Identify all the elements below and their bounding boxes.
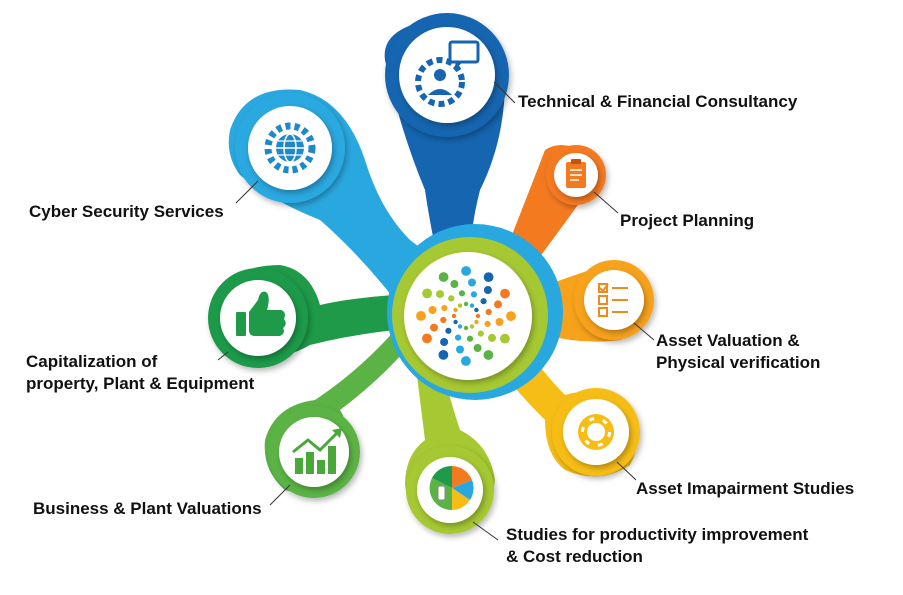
node-technical[interactable] <box>385 13 509 137</box>
checklist-icon <box>598 283 628 317</box>
leader-productivity <box>472 521 499 541</box>
label-valuation-line1: Asset Valuation & <box>656 331 800 350</box>
spiral-dot <box>438 350 449 360</box>
spiral-dot <box>422 288 432 299</box>
leader-cyber <box>235 180 259 204</box>
node-impairment[interactable] <box>552 388 640 476</box>
label-cyber: Cyber Security Services <box>29 202 224 221</box>
label-valuation-line2: Physical verification <box>656 353 821 372</box>
thumbs-up-icon <box>236 291 286 336</box>
label-valuation: Asset Valuation & Physical verification <box>656 330 820 374</box>
spiral-dot <box>463 325 469 331</box>
spiral-dot <box>458 290 466 297</box>
label-technical: Technical & Financial Consultancy <box>518 92 798 111</box>
spiral-dot <box>474 307 479 313</box>
spiral-dot <box>494 300 502 309</box>
node-productivity[interactable] <box>406 446 494 534</box>
spiral-dot <box>469 303 475 308</box>
spiral-dot <box>457 324 463 329</box>
spiral-dot <box>488 333 496 342</box>
clipboard-icon <box>566 159 586 188</box>
label-productivity-line2: & Cost reduction <box>506 547 643 566</box>
spiral-dot <box>456 345 464 354</box>
label-capitalization-line1: Capitalization of <box>26 352 158 371</box>
spiral-dot <box>453 319 458 325</box>
spiral-dot <box>453 307 458 313</box>
spiral-dot <box>436 290 444 299</box>
spiral-dot <box>461 266 471 276</box>
spiral-dot <box>422 333 432 344</box>
consultant-gear-chat-icon <box>415 40 480 107</box>
spiral-dot <box>448 295 455 302</box>
spiral-dot <box>416 311 426 321</box>
spiral-dot <box>483 272 494 282</box>
leader-technical <box>493 81 516 104</box>
spiral-dot <box>441 305 448 312</box>
spiral-dot <box>461 356 471 366</box>
label-capitalization: Capitalization of property, Plant & Equi… <box>26 351 254 395</box>
spiral-dot <box>485 308 492 316</box>
spiral-dot <box>438 272 449 282</box>
globe-gear-icon <box>264 122 316 174</box>
spiral-dot <box>469 324 475 329</box>
central-hub <box>387 224 563 400</box>
spiral-dot <box>466 335 474 342</box>
node-cyber[interactable] <box>235 93 345 203</box>
label-project: Project Planning <box>620 211 755 230</box>
leader-capitalization <box>217 351 229 361</box>
spiral-dot <box>483 286 492 294</box>
label-productivity-line1: Studies for productivity improvement <box>506 525 809 544</box>
label-impairment: Asset Imapairment Studies <box>636 479 855 498</box>
spiral-dot <box>475 313 481 319</box>
spiral-dot <box>480 298 487 305</box>
spiral-dot <box>484 320 491 327</box>
spiral-dot <box>470 291 477 298</box>
label-capitalization-line2: property, Plant & Equipment <box>26 374 255 393</box>
spiral-dot <box>495 318 504 326</box>
bar-chart-growth-icon <box>292 428 342 474</box>
label-productivity: Studies for productivity improvement & C… <box>506 524 808 568</box>
spiral-dot <box>451 313 457 319</box>
leader-valuation <box>633 322 655 341</box>
spiral-dot <box>474 319 479 325</box>
spiral-dot <box>455 334 462 341</box>
dotted-spiral-logo-icon <box>416 266 516 366</box>
spiral-dot <box>428 306 437 314</box>
spiral-dot <box>477 330 484 337</box>
spiral-dot <box>468 278 476 287</box>
spiral-dot <box>450 280 459 288</box>
node-capitalization[interactable] <box>208 268 308 368</box>
leader-impairment <box>616 461 637 481</box>
spiral-dot <box>500 288 510 299</box>
spiral-dot <box>445 327 452 334</box>
spiral-dot <box>440 338 449 346</box>
leader-lines <box>217 81 655 541</box>
spiral-dot <box>506 311 516 321</box>
lifebuoy-icon <box>578 414 614 450</box>
spiral-dot <box>430 323 438 332</box>
spiral-dot <box>483 350 494 360</box>
node-business[interactable] <box>268 406 360 498</box>
leader-project <box>593 191 619 214</box>
spiral-dot <box>500 333 510 344</box>
node-project[interactable] <box>546 145 606 205</box>
node-valuation[interactable] <box>574 260 654 340</box>
spiral-dot <box>457 303 463 308</box>
leader-business <box>269 484 291 506</box>
label-business: Business & Plant Valuations <box>33 499 262 518</box>
spiral-dot <box>463 301 469 307</box>
spiral-dot <box>440 316 447 324</box>
pie-chart-hand-icon <box>429 465 474 511</box>
spiral-dot <box>473 344 482 352</box>
